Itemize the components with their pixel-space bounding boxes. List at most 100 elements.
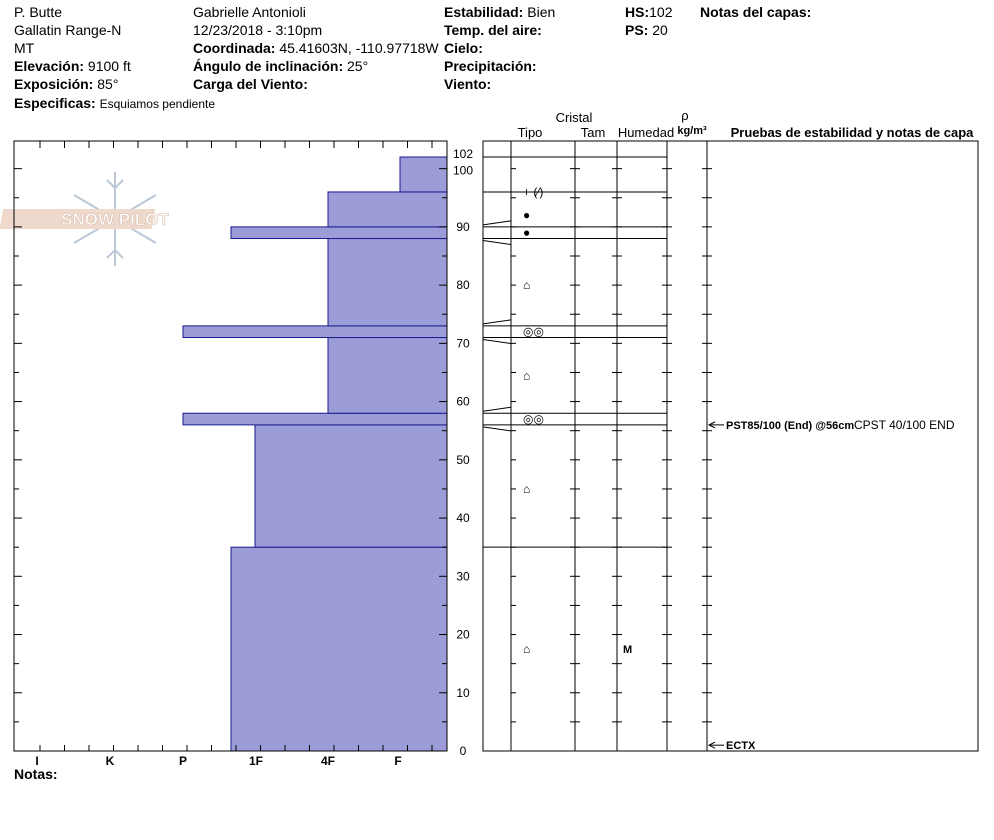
aspect-row: Exposición: 85° xyxy=(14,76,118,92)
crystal-symbol: ⌂ xyxy=(523,482,530,496)
type-header: Tipo xyxy=(518,125,543,140)
elevation-label: Elevación: xyxy=(14,58,85,74)
hardness-bar xyxy=(327,238,448,327)
coordinates-value: 45.41603N, -110.97718W xyxy=(279,40,439,56)
depth-tick-label: 70 xyxy=(456,336,470,350)
coordinates-label: Coordinada: xyxy=(193,40,276,56)
tests-header: Pruebas de estabilidad y notas de capa xyxy=(731,125,975,140)
hardness-tick-label: K xyxy=(106,754,115,768)
crystal-symbol: ⌂ xyxy=(523,368,530,382)
size-header: Tam xyxy=(581,125,606,140)
ps-value: 20 xyxy=(652,22,668,38)
aspect-value: 85° xyxy=(97,76,119,92)
aspect-label: Exposición: xyxy=(14,76,94,92)
specifics-label: Especificas: xyxy=(14,95,96,111)
test-label: PST85/100 (End) @56cm xyxy=(726,420,854,432)
layer-connector xyxy=(482,220,512,226)
coordinates-row: Coordinada: 45.41603N, -110.97718W xyxy=(193,40,439,56)
specifics-value: Esquiamos pendiente xyxy=(99,97,216,111)
air-temp-label: Temp. del aire: xyxy=(444,22,542,38)
hardness-bar xyxy=(399,156,448,193)
table-ticks xyxy=(511,168,712,723)
crystal-symbols: + (⁄) ● ● ⌂ ◎◎ ⌂ ◎◎ ⌂ ⌂ M xyxy=(523,185,632,656)
crystal-symbol: ● xyxy=(523,226,530,240)
hardness-bar xyxy=(327,191,448,228)
hardness-bar xyxy=(182,325,448,339)
depth-axis: 0 10 20 30 40 50 60 70 80 90 100 102 xyxy=(14,147,473,758)
hardness-bar xyxy=(254,424,448,548)
layer-connector xyxy=(482,426,512,432)
wind-load-label: Carga del Viento: xyxy=(193,76,308,92)
moisture-value: M xyxy=(623,644,632,656)
hs-value: 102 xyxy=(649,4,673,20)
test-label: ECTX xyxy=(726,740,756,752)
hardness-bar xyxy=(230,546,448,752)
depth-tick-label: 80 xyxy=(456,278,470,292)
hardness-tick-label: F xyxy=(394,754,401,768)
hardness-tick-label: 4F xyxy=(321,754,335,768)
rho-header: ρ xyxy=(681,108,688,123)
slope-row: Ángulo de inclinación: 25° xyxy=(193,58,368,74)
logo-text: SNOW PILOT xyxy=(61,210,169,229)
hs-row: HS:102 xyxy=(625,4,672,20)
observer-name: Gabrielle Antonioli xyxy=(193,4,306,20)
layer-notes-label: Notas del capas: xyxy=(700,4,812,20)
stability-value: Bien xyxy=(527,4,556,20)
moisture-header: Humedad xyxy=(618,125,674,140)
wind-label: Viento: xyxy=(444,76,492,92)
depth-tick-label: 0 xyxy=(460,744,467,758)
layer-boundaries xyxy=(482,156,667,548)
snowpilot-logo: SNOW PILOT xyxy=(0,172,170,266)
observation-datetime: 12/23/2018 - 3:10pm xyxy=(193,22,323,38)
stability-tests: PST85/100 (End) @56cm CPST 40/100 END ECTX xyxy=(707,418,955,752)
elevation-value: 9100 ft xyxy=(87,58,131,74)
crystal-symbol: ⌂ xyxy=(523,278,530,292)
notes-label: Notas: xyxy=(14,766,58,782)
depth-tick-label: 40 xyxy=(456,511,470,525)
specifics-row: Especificas: Esquiamos pendiente xyxy=(14,95,215,112)
test-arrow-head xyxy=(707,421,716,429)
depth-tick-label: 30 xyxy=(456,569,470,583)
depth-tick-label: 50 xyxy=(456,453,470,467)
test-extra: CPST 40/100 END xyxy=(854,418,955,432)
hardness-axis: I K P 1F 4F F xyxy=(35,141,433,768)
range-name: Gallatin Range-N xyxy=(14,22,122,38)
hardness-plot xyxy=(182,156,448,752)
stability-label: Estabilidad: xyxy=(444,4,524,20)
hardness-tick-label: P xyxy=(179,754,187,768)
crystal-symbol: ● xyxy=(523,208,530,222)
layer-table xyxy=(482,140,979,752)
hardness-frame xyxy=(13,140,448,752)
hs-label: HS: xyxy=(625,4,650,20)
hardness-bar xyxy=(327,337,448,414)
crystal-symbol: ◎◎ xyxy=(523,412,544,426)
layer-connector xyxy=(482,406,512,412)
density-unit-header: kg/m³ xyxy=(677,125,707,137)
depth-tick-label: 10 xyxy=(456,686,470,700)
elevation-row: Elevación: 9100 ft xyxy=(14,58,131,74)
hardness-tick-label: 1F xyxy=(249,754,263,768)
stability-row: Estabilidad: Bien xyxy=(444,4,555,20)
state-name: MT xyxy=(14,40,35,56)
depth-tick-label: 100 xyxy=(453,164,473,178)
depth-tick-label: 90 xyxy=(456,220,470,234)
crystal-symbol: ◎◎ xyxy=(523,325,544,339)
ps-label: PS: xyxy=(625,22,649,38)
layer-connector xyxy=(482,240,512,246)
crystal-header: Cristal xyxy=(556,110,593,125)
hardness-bar xyxy=(230,226,448,240)
layer-connector xyxy=(482,319,512,325)
precip-label: Precipitación: xyxy=(444,58,537,74)
hardness-bar xyxy=(182,412,448,426)
ps-row: PS: 20 xyxy=(625,22,668,38)
sky-label: Cielo: xyxy=(444,40,483,56)
slope-value: 25° xyxy=(347,58,369,74)
hardness-tick-label: I xyxy=(35,754,38,768)
crystal-symbol: ⌂ xyxy=(523,642,530,656)
test-arrow-head xyxy=(707,741,716,749)
depth-tick-label: 102 xyxy=(453,147,473,161)
slope-label: Ángulo de inclinación: xyxy=(193,58,344,74)
crystal-symbol: + (⁄) xyxy=(523,185,543,199)
depth-tick-label: 60 xyxy=(456,395,470,409)
